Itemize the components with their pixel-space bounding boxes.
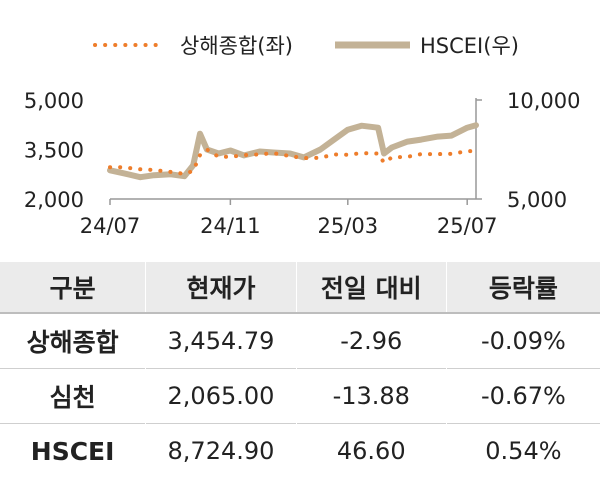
- table-header-row: 구분 현재가 전일 대비 등락률: [0, 262, 600, 313]
- table-row: 상해종합 3,454.79 -2.96 -0.09%: [0, 312, 600, 369]
- x-tick-label: 24/07: [80, 214, 141, 238]
- header-category: 구분: [0, 262, 146, 313]
- chart-area: 상해종합(좌) HSCEI(우) 5,000 3,500 2,000 10,000 5,…: [24, 34, 581, 238]
- table-row: HSCEI 8,724.90 46.60 0.54%: [0, 423, 600, 478]
- series-line-hscei: [107, 122, 479, 181]
- y-left-tick-label: 2,000: [24, 188, 84, 212]
- legend-label-hscei: HSCEI(우): [420, 34, 519, 58]
- row-change: 46.60: [295, 423, 447, 478]
- line-chart: 상해종합(좌) HSCEI(우) 5,0003,5002,00010,0005,…: [24, 34, 581, 238]
- header-price: 현재가: [145, 262, 297, 313]
- legend-label-shanghai: 상해종합(좌): [180, 34, 293, 58]
- header-change-rate: 등락률: [445, 262, 600, 313]
- axes: 5,000 3,500 2,000 10,000 5,000 24/07 24/11 25/0…: [24, 89, 581, 238]
- x-tick-label: 25/07: [437, 214, 498, 238]
- row-change-rate: -0.09%: [445, 312, 600, 369]
- series-line-shanghai: [108, 147, 478, 176]
- row-name: HSCEI: [0, 423, 146, 478]
- y-left-tick-label: 5,000: [24, 89, 84, 113]
- legend: 상해종합(좌) HSCEI(우): [93, 34, 519, 58]
- header-change: 전일 대비: [295, 262, 447, 313]
- y-left-tick-label: 3,500: [24, 139, 84, 163]
- y-right-tick-label: 10,000: [507, 89, 580, 113]
- index-table: 구분 현재가 전일 대비 등락률 상해종합 3,454.79 -2.96 -0.…: [0, 262, 600, 478]
- y-right-tick-label: 5,000: [507, 188, 567, 212]
- table-row: 심천 2,065.00 -13.88 -0.67%: [0, 368, 600, 424]
- series-layer: [107, 122, 479, 181]
- row-change-rate: -0.67%: [445, 368, 600, 424]
- row-name: 상해종합: [0, 312, 146, 369]
- row-price: 2,065.00: [145, 368, 297, 424]
- row-change: -13.88: [295, 368, 447, 424]
- row-change-rate: 0.54%: [445, 423, 600, 478]
- row-price: 3,454.79: [145, 312, 297, 369]
- row-change: -2.96: [295, 312, 447, 369]
- row-name: 심천: [0, 368, 146, 424]
- row-price: 8,724.90: [145, 423, 297, 478]
- x-tick-label: 24/11: [200, 214, 261, 238]
- x-tick-label: 25/03: [318, 214, 379, 238]
